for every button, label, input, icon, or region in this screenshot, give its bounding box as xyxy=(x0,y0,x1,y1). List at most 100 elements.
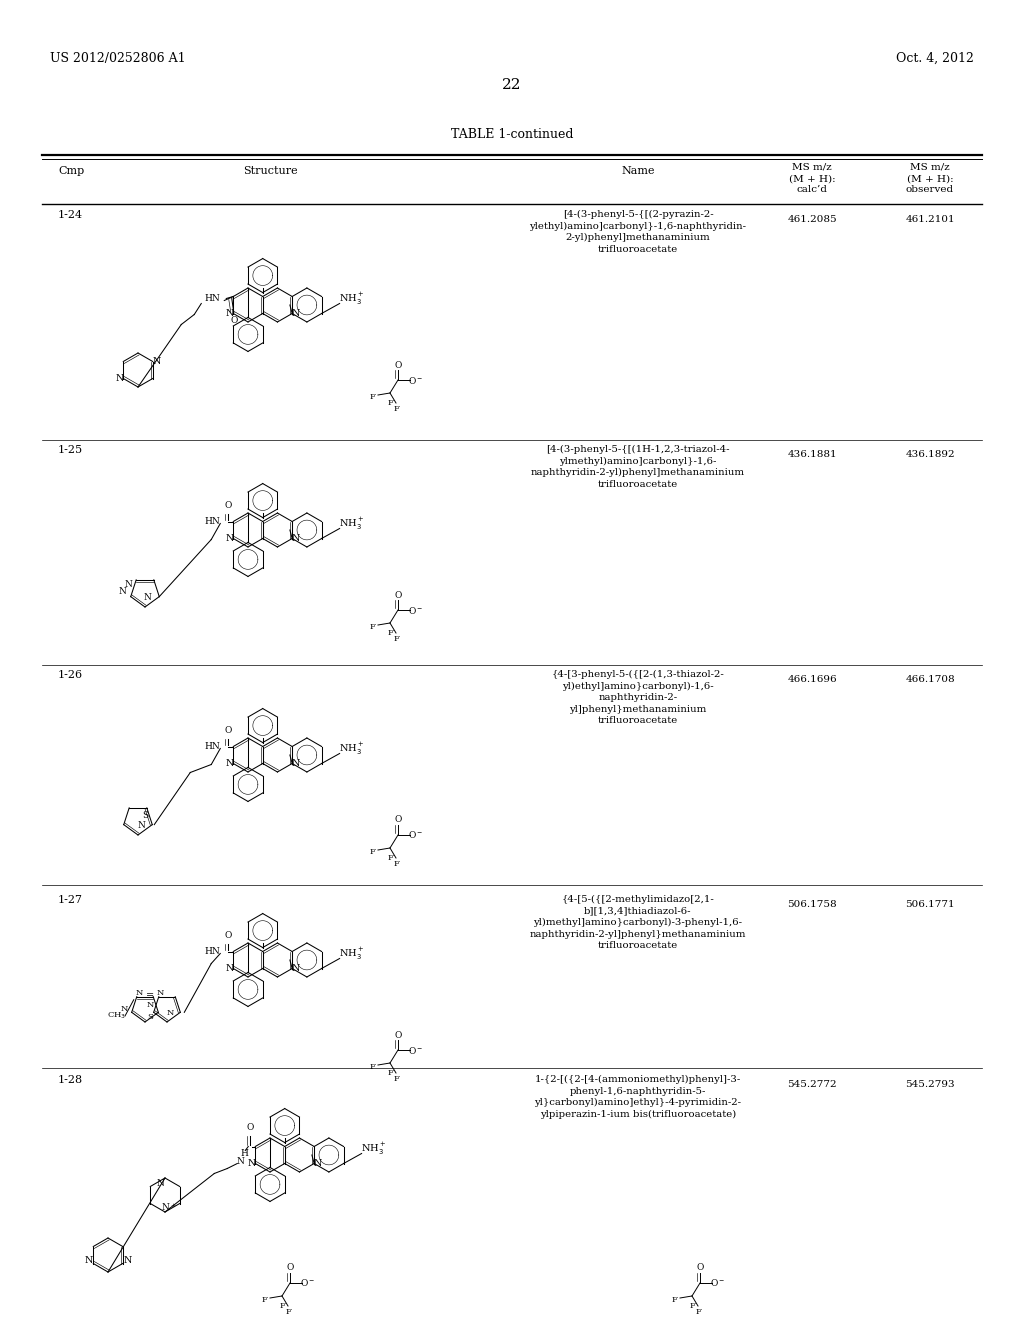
Text: N: N xyxy=(225,964,233,973)
Text: F: F xyxy=(387,854,393,862)
Text: F: F xyxy=(393,861,399,869)
Text: 466.1708: 466.1708 xyxy=(905,675,954,684)
Text: F: F xyxy=(671,1296,677,1304)
Text: N: N xyxy=(225,309,233,318)
Text: {4-[5-({[2-methylimidazo[2,1-
b][1,3,4]thiadiazol-6-
yl)methyl]amino}carbonyl)-3: {4-[5-({[2-methylimidazo[2,1- b][1,3,4]t… xyxy=(529,895,746,950)
Text: O: O xyxy=(696,1263,703,1272)
Text: 466.1696: 466.1696 xyxy=(787,675,837,684)
Text: N: N xyxy=(237,1158,244,1166)
Text: F: F xyxy=(387,630,393,638)
Text: F: F xyxy=(369,393,375,401)
Text: N: N xyxy=(124,581,132,589)
Text: O: O xyxy=(394,816,401,825)
Text: F: F xyxy=(393,635,399,643)
Text: F: F xyxy=(393,405,399,413)
Text: 461.2101: 461.2101 xyxy=(905,215,954,224)
Text: Structure: Structure xyxy=(243,166,297,176)
Text: O: O xyxy=(394,590,401,599)
Text: F: F xyxy=(387,399,393,407)
Text: N: N xyxy=(247,1159,255,1168)
Text: NH$_3^+$: NH$_3^+$ xyxy=(360,1140,386,1156)
Text: TABLE 1-continued: TABLE 1-continued xyxy=(451,128,573,141)
Text: 436.1892: 436.1892 xyxy=(905,450,954,459)
Text: 1-28: 1-28 xyxy=(58,1074,83,1085)
Text: O: O xyxy=(394,1031,401,1040)
Text: NH$_3^+$: NH$_3^+$ xyxy=(339,515,365,532)
Text: MS m/z
(M + H):
observed: MS m/z (M + H): observed xyxy=(906,162,954,194)
Text: 506.1758: 506.1758 xyxy=(787,900,837,909)
Text: Oct. 4, 2012: Oct. 4, 2012 xyxy=(896,51,974,65)
Text: F: F xyxy=(285,1308,291,1316)
Text: NH$_3^+$: NH$_3^+$ xyxy=(339,741,365,756)
Text: N: N xyxy=(153,356,161,366)
Text: O$^-$: O$^-$ xyxy=(409,829,424,841)
Text: O: O xyxy=(247,1123,254,1133)
Text: N: N xyxy=(137,821,145,830)
Text: US 2012/0252806 A1: US 2012/0252806 A1 xyxy=(50,51,185,65)
Text: Cmp: Cmp xyxy=(58,166,84,176)
Text: {4-[3-phenyl-5-({[2-(1,3-thiazol-2-
yl)ethyl]amino}carbonyl)-1,6-
naphthyridin-2: {4-[3-phenyl-5-({[2-(1,3-thiazol-2- yl)e… xyxy=(552,671,724,725)
Text: 436.1881: 436.1881 xyxy=(787,450,837,459)
Text: N: N xyxy=(314,1159,323,1168)
Text: HN: HN xyxy=(205,742,220,751)
Text: N: N xyxy=(124,1257,132,1265)
Text: F: F xyxy=(689,1302,695,1309)
Text: 1-25: 1-25 xyxy=(58,445,83,455)
Text: O$^-$: O$^-$ xyxy=(300,1278,315,1288)
Text: 1-24: 1-24 xyxy=(58,210,83,220)
Text: S: S xyxy=(147,1014,154,1022)
Text: O$^-$: O$^-$ xyxy=(409,375,424,385)
Text: F: F xyxy=(369,623,375,631)
Text: O: O xyxy=(287,1263,294,1272)
Text: N: N xyxy=(156,1179,164,1188)
Text: F: F xyxy=(261,1296,267,1304)
Text: 22: 22 xyxy=(502,78,522,92)
Text: O: O xyxy=(394,360,401,370)
Text: O$^-$: O$^-$ xyxy=(409,605,424,615)
Text: Name: Name xyxy=(622,166,654,176)
Text: N: N xyxy=(225,759,233,768)
Text: O: O xyxy=(224,726,232,735)
Text: 1-26: 1-26 xyxy=(58,671,83,680)
Text: F: F xyxy=(369,1063,375,1071)
Text: CH$_3$: CH$_3$ xyxy=(108,1011,127,1022)
Text: HN: HN xyxy=(205,517,220,525)
Text: NH$_3^+$: NH$_3^+$ xyxy=(339,290,365,306)
Text: N: N xyxy=(143,594,151,602)
Text: N: N xyxy=(119,587,127,597)
Text: N: N xyxy=(166,1008,174,1016)
Text: O: O xyxy=(230,315,238,325)
Text: N: N xyxy=(146,1001,154,1008)
Text: N: N xyxy=(292,535,300,543)
Text: N: N xyxy=(292,309,300,318)
Text: N: N xyxy=(292,759,300,768)
Text: F: F xyxy=(387,1069,393,1077)
Text: HN: HN xyxy=(205,294,220,304)
Text: N: N xyxy=(225,535,233,543)
Text: 1-{2-[({2-[4-(ammoniomethyl)phenyl]-3-
phenyl-1,6-naphthyridin-5-
yl}carbonyl)am: 1-{2-[({2-[4-(ammoniomethyl)phenyl]-3- p… xyxy=(535,1074,741,1119)
Text: O$^-$: O$^-$ xyxy=(711,1278,726,1288)
Text: O: O xyxy=(224,931,232,940)
Text: [4-(3-phenyl-5-{[(2-pyrazin-2-
ylethyl)amino]carbonyl}-1,6-naphthyridin-
2-yl)ph: [4-(3-phenyl-5-{[(2-pyrazin-2- ylethyl)a… xyxy=(529,210,746,253)
Text: 1-27: 1-27 xyxy=(58,895,83,906)
Text: N: N xyxy=(115,374,124,383)
Text: F: F xyxy=(369,847,375,855)
Text: N: N xyxy=(84,1257,92,1265)
Text: 545.2793: 545.2793 xyxy=(905,1080,954,1089)
Text: 461.2085: 461.2085 xyxy=(787,215,837,224)
Text: HN: HN xyxy=(205,946,220,956)
Text: N: N xyxy=(157,989,164,997)
Text: F: F xyxy=(393,1074,399,1082)
Text: 506.1771: 506.1771 xyxy=(905,900,954,909)
Text: N: N xyxy=(121,1006,128,1014)
Text: S: S xyxy=(141,812,147,820)
Text: N: N xyxy=(292,964,300,973)
Text: O: O xyxy=(224,502,232,510)
Text: N$^+$: N$^+$ xyxy=(161,1201,177,1213)
Text: MS m/z
(M + H):
calc’d: MS m/z (M + H): calc’d xyxy=(788,162,836,194)
Text: F: F xyxy=(280,1302,285,1309)
Text: F: F xyxy=(695,1308,701,1316)
Text: =: = xyxy=(146,991,154,1001)
Text: O$^-$: O$^-$ xyxy=(409,1044,424,1056)
Text: [4-(3-phenyl-5-{[(1H-1,2,3-triazol-4-
ylmethyl)amino]carbonyl}-1,6-
naphthyridin: [4-(3-phenyl-5-{[(1H-1,2,3-triazol-4- yl… xyxy=(530,445,745,488)
